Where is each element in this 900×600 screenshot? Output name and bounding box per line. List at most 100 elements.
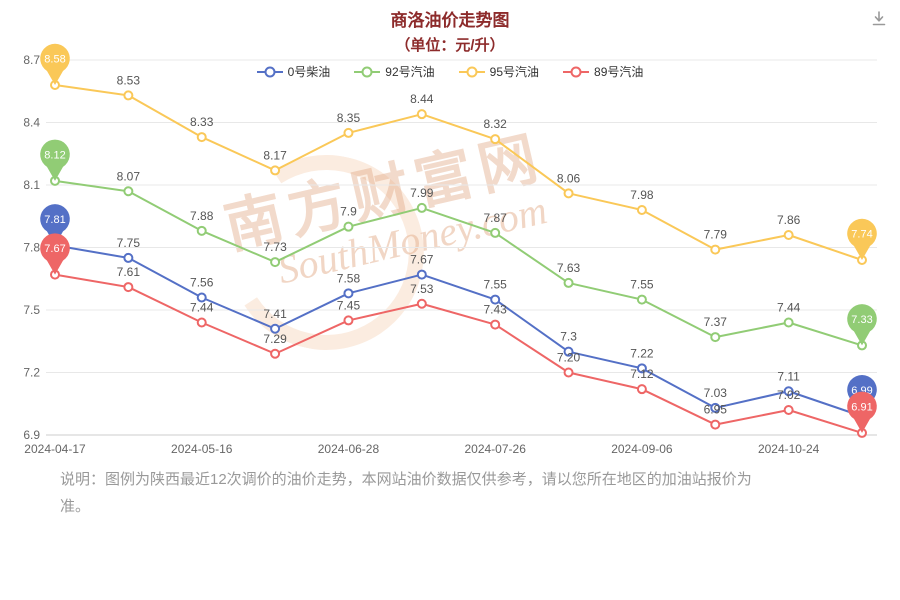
data-point-89号汽油[interactable] [196, 317, 207, 328]
data-point-95号汽油[interactable] [343, 127, 354, 138]
download-icon [872, 11, 886, 26]
data-point-95号汽油[interactable] [123, 90, 134, 101]
data-point-92号汽油[interactable] [636, 294, 647, 305]
data-label: 7.55 [484, 278, 508, 292]
data-label: 8.53 [117, 73, 141, 87]
data-label: 7.86 [777, 213, 801, 227]
data-point-0号柴油[interactable] [636, 363, 647, 374]
y-axis-label: 8.7 [23, 53, 40, 67]
data-point-89号汽油[interactable] [123, 282, 134, 293]
data-label: 8.07 [117, 169, 141, 183]
save-image-button[interactable] [868, 8, 890, 30]
data-label: 7.73 [263, 240, 287, 254]
legend-label: 95号汽油 [489, 65, 540, 79]
data-point-92号汽油[interactable] [490, 227, 501, 238]
x-axis-label: 2024-05-16 [171, 442, 233, 456]
data-label: 8.06 [557, 171, 581, 185]
legend-line-circle-icon [563, 66, 590, 77]
data-label: 7.88 [190, 209, 214, 223]
data-label: 8.33 [190, 115, 214, 129]
data-point-95号汽油[interactable] [270, 165, 281, 176]
data-point-0号柴油[interactable] [343, 288, 354, 299]
data-point-92号汽油[interactable] [783, 317, 794, 328]
x-axis-label: 2024-09-06 [611, 442, 673, 456]
pin-marker-89号汽油 [40, 233, 70, 275]
legend-item-89号汽油[interactable]: 89号汽油 [563, 63, 643, 80]
data-point-95号汽油[interactable] [710, 244, 721, 255]
legend-item-95号汽油[interactable]: 95号汽油 [458, 63, 540, 80]
data-point-0号柴油[interactable] [563, 346, 574, 357]
data-label: 7.22 [630, 346, 654, 360]
legend-label: 89号汽油 [594, 65, 644, 79]
data-point-89号汽油[interactable] [343, 315, 354, 326]
legend-line-circle-icon [354, 66, 381, 77]
data-point-89号汽油[interactable] [710, 419, 721, 430]
data-point-0号柴油[interactable] [416, 269, 427, 280]
data-label: 7.63 [557, 261, 581, 275]
chart-legend: 0号柴油 92号汽油 95号汽油 89号汽油 [0, 63, 900, 80]
data-point-0号柴油[interactable] [710, 402, 721, 413]
data-point-89号汽油[interactable] [270, 348, 281, 359]
data-label: 7.99 [410, 186, 434, 200]
data-point-89号汽油[interactable] [636, 384, 647, 395]
y-axis-label: 7.2 [23, 366, 40, 380]
data-point-95号汽油[interactable] [636, 205, 647, 215]
data-point-0号柴油[interactable] [196, 292, 207, 303]
data-point-95号汽油[interactable] [783, 230, 794, 240]
data-point-92号汽油[interactable] [343, 221, 354, 232]
data-point-92号汽油[interactable] [563, 277, 574, 288]
data-point-0号柴油[interactable] [270, 323, 281, 334]
data-label: 7.61 [117, 265, 141, 279]
data-label: 7.44 [190, 301, 214, 315]
pin-marker-89号汽油 [847, 391, 877, 433]
data-point-89号汽油[interactable] [490, 319, 501, 330]
data-point-95号汽油[interactable] [490, 134, 501, 145]
data-label: 7.03 [704, 386, 728, 400]
data-point-0号柴油[interactable] [490, 294, 501, 305]
data-point-95号汽油[interactable] [563, 188, 574, 199]
data-label: 7.45 [337, 298, 361, 312]
data-label: 7.12 [630, 367, 654, 381]
data-point-92号汽油[interactable] [123, 186, 134, 197]
series-line-92号汽油 [54, 179, 863, 347]
data-point-95号汽油[interactable] [196, 132, 207, 143]
chart-title: 商洛油价走势图 [390, 11, 510, 30]
data-point-0号柴油[interactable] [123, 252, 134, 263]
x-axis-label: 2024-10-24 [758, 442, 820, 456]
x-axis-label: 2024-06-28 [318, 442, 380, 456]
data-label: 8.32 [484, 117, 508, 131]
pin-label: 6.91 [851, 401, 872, 413]
legend-line-circle-icon [256, 66, 283, 77]
data-label: 7.98 [630, 188, 654, 202]
footer-note: 说明：图例为陕西最近12次调价的油价走势，本网站油价数据仅供参考，请以您所在地区… [60, 471, 752, 515]
legend-item-92号汽油[interactable]: 92号汽油 [354, 63, 435, 80]
legend-item-0号柴油[interactable]: 0号柴油 [256, 63, 330, 80]
x-axis-label: 2024-04-17 [24, 442, 86, 456]
data-label: 7.41 [263, 307, 287, 321]
pin-label: 7.67 [44, 243, 65, 255]
data-point-92号汽油[interactable] [196, 225, 207, 236]
series-line-89号汽油 [54, 273, 863, 434]
data-point-92号汽油[interactable] [270, 257, 281, 268]
data-point-0号柴油[interactable] [783, 386, 794, 397]
x-axis-label: 2024-07-26 [464, 442, 526, 456]
pin-marker-95号汽油 [40, 43, 70, 85]
data-point-92号汽油[interactable] [416, 202, 427, 213]
data-label: 7.37 [704, 315, 728, 329]
pin-label: 7.74 [851, 229, 872, 241]
pin-marker-92号汽油 [40, 139, 70, 181]
data-point-89号汽油[interactable] [563, 367, 574, 378]
data-point-95号汽油[interactable] [416, 109, 427, 120]
data-point-89号汽油[interactable] [783, 405, 794, 415]
data-label: 7.02 [777, 388, 801, 402]
series-line-95号汽油 [54, 84, 863, 261]
data-label: 7.58 [337, 271, 361, 285]
data-label: 7.56 [190, 276, 214, 290]
data-label: 7.79 [704, 228, 728, 242]
data-point-92号汽油[interactable] [710, 332, 721, 343]
data-label: 7.3 [560, 330, 577, 344]
data-label: 7.43 [484, 303, 508, 317]
data-point-89号汽油[interactable] [416, 298, 427, 309]
data-label: 7.20 [557, 351, 581, 365]
